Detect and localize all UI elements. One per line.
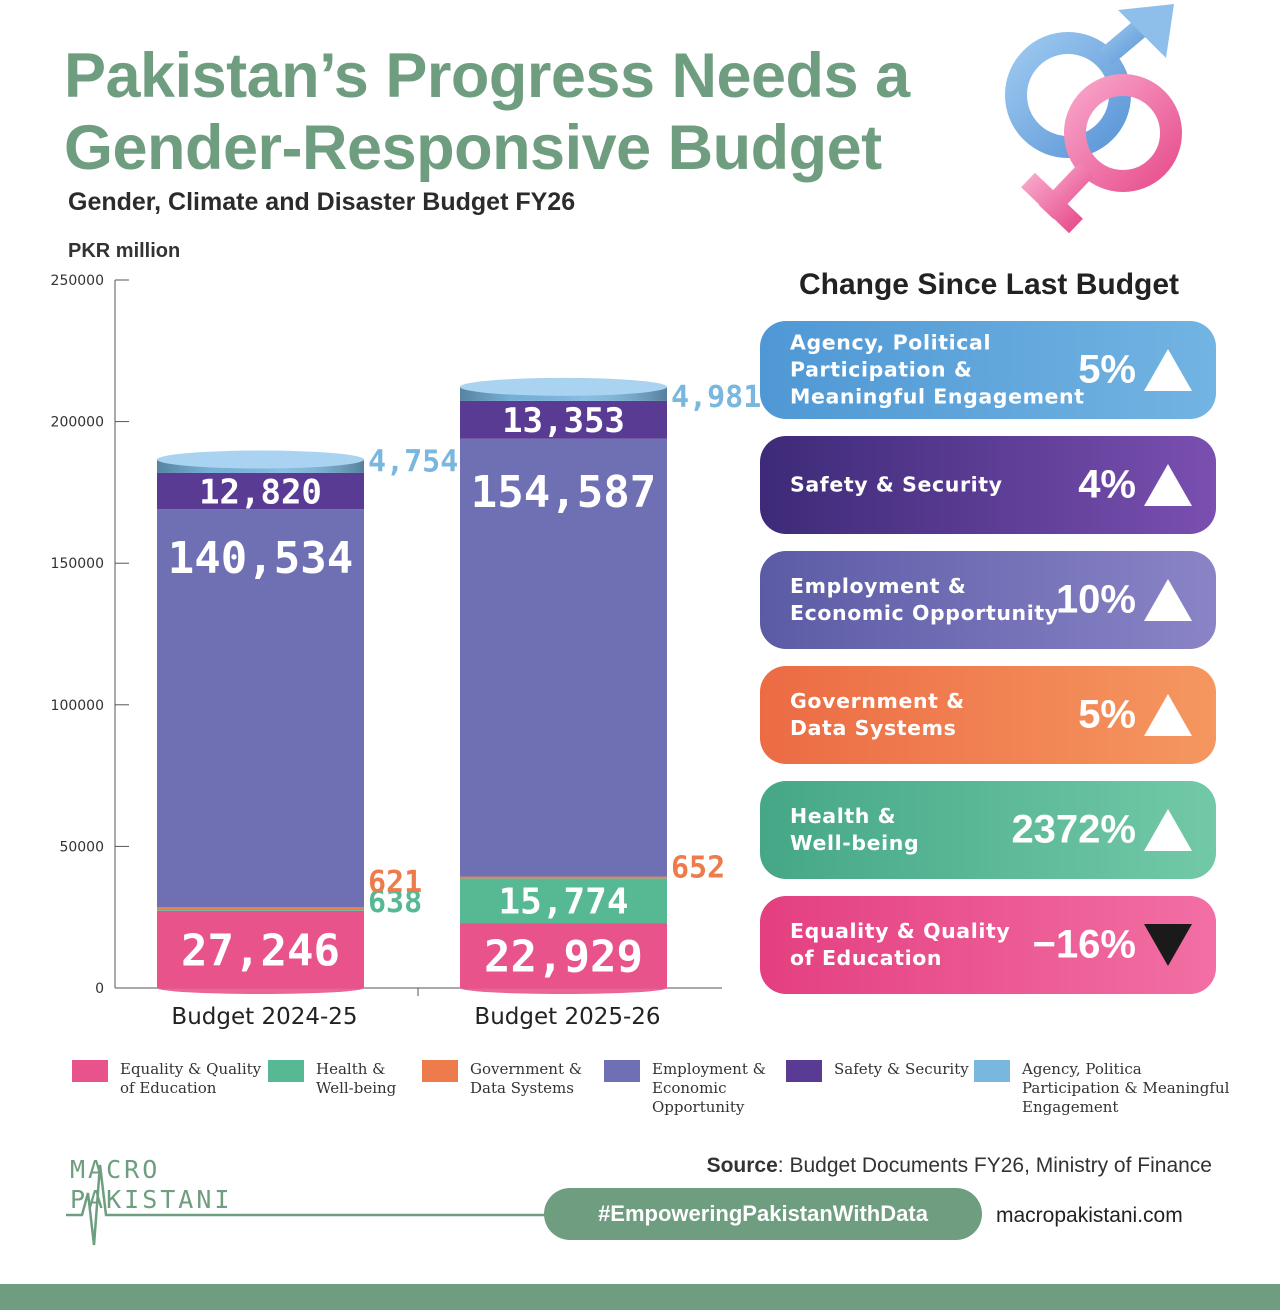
bar-cap-0 [157,450,364,469]
data-label-government-0: 621 [368,865,422,900]
y-tick-label-200000: 200000 [51,415,104,431]
y-tick-label-0: 0 [95,981,104,997]
triangle-up-icon [1144,809,1192,851]
bar-segment-safety-0 [157,472,364,510]
triangle-up-icon [1144,464,1192,506]
change-card-2: Employment & Economic Opportunity 10% [760,551,1216,649]
bar-base-0 [157,982,364,994]
bar-segment-government-0 [157,907,364,910]
change-label: Safety & Security [790,472,1003,497]
chart-subtitle: Gender, Climate and Disaster Budget FY26 [68,188,576,216]
bar-segment-health-0 [157,909,364,911]
change-percentage: −16% [1032,922,1136,967]
change-card-3: Government & Data Systems 5% [760,666,1216,764]
change-percentage: 5% [1078,692,1136,737]
data-label-employment-0: 140,534 [168,533,353,584]
title-line-1: Pakistan’s Progress Needs a [64,41,910,111]
bar-segment-employment-1 [460,438,667,877]
legend-label: Employment & Economic Opportunity [652,1060,766,1116]
change-percentage: 5% [1078,347,1136,392]
change-percentage: 2372% [1011,807,1136,852]
category-label-budget-2025-26: Budget 2025-26 [474,1004,660,1030]
data-label-health-0: 638 [368,885,422,920]
page-title: Pakistan’s Progress Needs a Gender-Respo… [64,40,910,184]
legend-label: Government & Data Systems [470,1060,583,1097]
change-card-5: Equality & Quality of Education −16% [760,896,1216,994]
source-text: : Budget Documents FY26, Ministry of Fin… [777,1154,1212,1177]
logo-line-1: MACRO [70,1155,161,1184]
bar-segment-education-0 [157,910,364,988]
bar-segment-education-1 [460,923,667,988]
change-card-0: Agency, Political Participation & Meanin… [760,321,1216,419]
data-label-safety-0: 12,820 [199,472,322,512]
change-label: Employment & Economic Opportunity [790,574,1059,625]
change-card-4: Health & Well-being 2372% [760,781,1216,879]
y-tick-label-100000: 100000 [51,698,104,714]
legend-swatch [786,1060,822,1082]
data-label-employment-1: 154,587 [471,467,656,518]
y-tick-label-150000: 150000 [51,556,104,572]
data-label-government-1: 652 [671,850,725,885]
triangle-up-icon [1144,694,1192,736]
logo-pulse-icon [66,1164,556,1246]
data-label-health-1: 15,774 [498,882,628,923]
triangle-up-icon [1144,579,1192,621]
footer-bar [0,1284,1280,1310]
bar-cap-1 [460,377,667,396]
title-line-2: Gender-Responsive Budget [64,113,882,183]
legend-swatch [974,1060,1010,1082]
category-label-budget-2024-25: Budget 2024-25 [171,1004,357,1030]
bar-segment-employment-0 [157,509,364,908]
change-label: Health & Well-being [790,804,920,855]
data-label-safety-1: 13,353 [502,401,625,441]
bar-segment-health-1 [460,878,667,924]
legend-swatch [72,1060,108,1082]
data-label-agency-0: 4,754 [368,445,458,480]
change-label: Government & Data Systems [790,689,965,740]
change-card-1: Safety & Security 4% [760,436,1216,534]
stacked-bar-chart: 05000010000015000020000025000027,2466386… [51,273,760,1030]
chart-plot-area: 05000010000015000020000025000027,2466386… [51,273,760,1030]
data-label-agency-1: 4,981 [671,380,760,415]
bar-base-1 [460,982,667,994]
legend-label: Agency, Politica Participation & Meaning… [1022,1060,1230,1116]
legend-swatch [422,1060,458,1082]
legend-label: Safety & Security [834,1060,969,1078]
y-axis-unit-label: PKR million [68,240,181,262]
bar-segment-government-1 [460,876,667,879]
change-percentage: 4% [1078,462,1136,507]
change-label: Agency, Political Participation & Meanin… [790,330,1085,409]
website-link[interactable]: macropakistani.com [996,1204,1183,1227]
legend-label: Equality & Quality of Education [120,1060,262,1097]
triangle-down-icon [1144,924,1192,966]
hashtag-pill: #EmpoweringPakistanWithData [544,1188,982,1240]
gender-symbol-icon [1005,4,1182,234]
triangle-up-icon [1144,349,1192,391]
data-label-education-0: 27,246 [181,925,340,976]
change-label: Equality & Quality of Education [790,919,1011,970]
source-label: Source [706,1154,778,1177]
source-note: Source: Budget Documents FY26, Ministry … [707,1154,1212,1178]
change-percentage: 10% [1055,577,1136,622]
change-panel-title: Change Since Last Budget [798,268,1180,301]
legend-swatch [604,1060,640,1082]
legend-swatch [268,1060,304,1082]
legend-label: Health & Well-being [316,1060,397,1097]
y-tick-label-50000: 50000 [59,839,104,855]
y-tick-label-250000: 250000 [51,273,104,289]
data-label-education-1: 22,929 [484,931,643,982]
bar-segment-safety-1 [460,400,667,439]
